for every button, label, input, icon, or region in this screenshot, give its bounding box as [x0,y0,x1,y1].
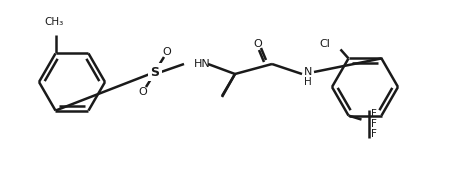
Text: HN: HN [194,59,211,69]
Text: O: O [254,39,262,49]
Text: F: F [371,109,377,119]
Text: CH₃: CH₃ [44,17,63,27]
Text: O: O [139,87,147,97]
Text: S: S [151,65,159,79]
Text: N: N [304,67,312,77]
Text: O: O [163,47,171,57]
Text: Cl: Cl [320,39,331,49]
Text: H: H [304,77,312,87]
Text: F: F [371,129,377,139]
Text: F: F [371,119,377,129]
